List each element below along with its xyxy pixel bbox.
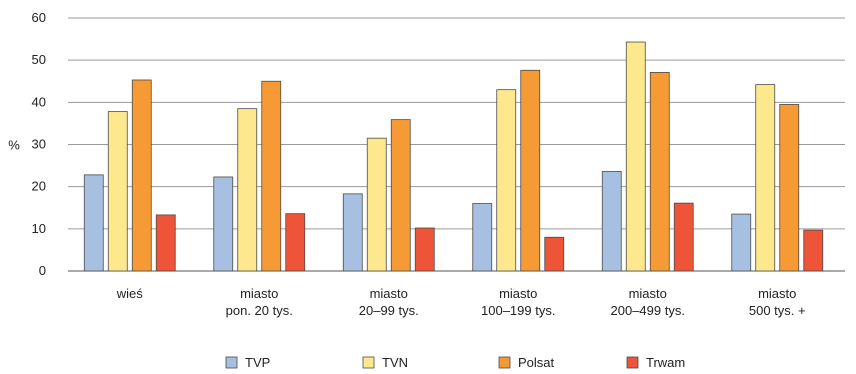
legend-item-tvn: TVN xyxy=(362,355,408,370)
bar-tvn xyxy=(625,41,646,272)
legend-swatch xyxy=(362,356,375,369)
y-axis-ticks: 0 10 20 30 40 50 60 xyxy=(32,10,46,278)
bar-trwam xyxy=(414,227,435,272)
y-tick-label: 30 xyxy=(32,137,46,152)
x-category-label: 200–499 tys. xyxy=(611,303,685,318)
bar-trwam xyxy=(803,229,824,272)
bar-tvn xyxy=(366,137,387,272)
bar-tvn xyxy=(237,108,258,272)
legend-label: Trwam xyxy=(646,355,685,370)
legend-swatch xyxy=(498,356,511,369)
bar-polsat xyxy=(649,71,670,272)
bar-tvn xyxy=(107,111,128,272)
category-labels: wieś miasto pon. 20 tys. miasto 20–99 tys. mi… xyxy=(116,286,806,318)
x-category-label: 100–199 tys. xyxy=(481,303,555,318)
gridlines xyxy=(68,17,845,272)
x-category-label: pon. 20 tys. xyxy=(226,303,293,318)
legend-item-polsat: Polsat xyxy=(498,355,555,370)
y-tick-label: 40 xyxy=(32,94,46,109)
bar-tvp xyxy=(342,193,363,272)
bar-tvn xyxy=(755,84,776,272)
bar-trwam xyxy=(155,214,176,272)
legend-label: Polsat xyxy=(518,355,555,370)
x-category-label: 20–99 tys. xyxy=(359,303,419,318)
bar-tvp xyxy=(601,171,622,272)
legend-swatch xyxy=(225,356,238,369)
bar-polsat xyxy=(131,79,152,272)
legend-item-tvp: TVP xyxy=(225,355,270,370)
bar-tvp xyxy=(83,174,104,272)
y-tick-label: 0 xyxy=(39,263,46,278)
y-tick-label: 20 xyxy=(32,179,46,194)
bar-tvn xyxy=(496,89,517,272)
y-tick-label: 50 xyxy=(32,52,46,67)
legend: TVP TVN Polsat Trwam xyxy=(225,355,685,370)
legend-item-trwam: Trwam xyxy=(626,355,685,370)
bar-trwam xyxy=(673,202,694,272)
legend-label: TVN xyxy=(382,355,408,370)
bar-polsat xyxy=(520,69,541,272)
bar-trwam xyxy=(544,236,565,272)
bar-tvp xyxy=(731,213,752,272)
bar-polsat xyxy=(390,119,411,272)
legend-label: TVP xyxy=(245,355,270,370)
bar-tvp xyxy=(213,176,234,272)
x-category-label: miasto xyxy=(499,286,537,301)
y-tick-label: 10 xyxy=(32,221,46,236)
x-category-label: miasto xyxy=(629,286,667,301)
y-tick-label: 60 xyxy=(32,10,46,25)
x-category-label: miasto xyxy=(370,286,408,301)
bar-polsat xyxy=(779,104,800,272)
bar-trwam xyxy=(285,213,306,272)
x-category-label: miasto xyxy=(240,286,278,301)
x-category-label: wieś xyxy=(116,286,144,301)
x-category-label: miasto xyxy=(758,286,796,301)
x-category-label: 500 tys. + xyxy=(749,303,806,318)
bars xyxy=(83,41,824,272)
bar-polsat xyxy=(261,80,282,272)
y-axis-label: % xyxy=(8,138,20,153)
bar-tvp xyxy=(472,203,493,272)
legend-swatch xyxy=(626,356,639,369)
